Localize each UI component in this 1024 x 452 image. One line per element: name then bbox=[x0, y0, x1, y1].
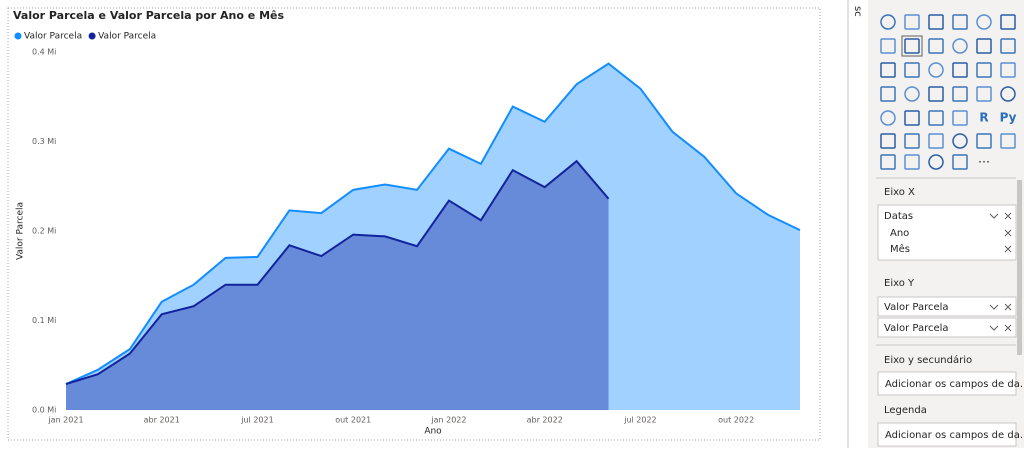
visual-icon[interactable] bbox=[904, 38, 920, 54]
visual-icon[interactable] bbox=[928, 62, 944, 78]
x-tick-label: out 2021 bbox=[335, 416, 371, 425]
visual-icon[interactable] bbox=[976, 86, 992, 102]
field[interactable]: Valor Parcela bbox=[884, 302, 949, 313]
visual-icon[interactable] bbox=[904, 154, 920, 170]
visual-icon[interactable] bbox=[976, 38, 992, 54]
legend-marker bbox=[14, 32, 22, 40]
x-tick-label: abr 2022 bbox=[527, 416, 563, 425]
remove-field[interactable] bbox=[1004, 245, 1012, 253]
visual-icon[interactable] bbox=[952, 38, 968, 54]
visual-icon[interactable] bbox=[904, 14, 920, 30]
visual-icon[interactable] bbox=[1000, 38, 1016, 54]
placeholder[interactable]: Adicionar os campos de da... bbox=[885, 379, 1024, 390]
pane-header: sc bbox=[852, 6, 863, 17]
visual-icon[interactable] bbox=[928, 38, 944, 54]
x-tick-label: out 2022 bbox=[718, 416, 754, 425]
chart-title: Valor Parcela e Valor Parcela por Ano e … bbox=[13, 9, 284, 22]
visual-icon[interactable] bbox=[880, 133, 896, 149]
visual-icon[interactable] bbox=[928, 133, 944, 149]
visual-icon[interactable] bbox=[904, 86, 920, 102]
line bbox=[65, 62, 801, 385]
plot: 0.0 Mi 0.1 Mi 0.2 Mi 0.3 Mi 0.4 Mi jan 2021 ab… bbox=[14, 32, 801, 425]
visual-icon[interactable] bbox=[904, 133, 920, 149]
visual-icon[interactable] bbox=[976, 14, 992, 30]
visual-icon[interactable] bbox=[952, 133, 968, 149]
visual-frame bbox=[7, 7, 821, 441]
field-well[interactable] bbox=[877, 296, 1017, 317]
remove-field[interactable] bbox=[1004, 324, 1012, 332]
legend-marker bbox=[88, 32, 96, 40]
chevron[interactable] bbox=[989, 213, 999, 219]
visual-icon[interactable] bbox=[928, 14, 944, 30]
chevron[interactable] bbox=[989, 304, 999, 310]
field-child[interactable]: Ano bbox=[890, 228, 909, 239]
y-tick-label: 0.2 Mi bbox=[32, 227, 56, 236]
visual-icon[interactable] bbox=[1000, 14, 1016, 30]
visual-icon[interactable] bbox=[952, 62, 968, 78]
well-label: Legenda bbox=[884, 405, 927, 416]
python-visual-icon[interactable]: Py bbox=[1000, 111, 1017, 125]
field-well[interactable] bbox=[877, 422, 1017, 447]
x-tick-label: jul 2021 bbox=[240, 416, 273, 425]
placeholder[interactable]: Adicionar os campos de da... bbox=[885, 430, 1024, 441]
well-label: Eixo Y bbox=[884, 278, 915, 289]
visual-icon[interactable] bbox=[904, 110, 920, 126]
field-well[interactable] bbox=[877, 371, 1017, 396]
visual-icon[interactable] bbox=[880, 62, 896, 78]
x-tick-label: jan 2021 bbox=[47, 416, 83, 425]
y-tick-label: 0.4 Mi bbox=[32, 48, 56, 57]
x-axis-title: Ano bbox=[424, 427, 442, 437]
area bbox=[66, 161, 609, 410]
visual-icon[interactable] bbox=[1000, 62, 1016, 78]
visual-icon[interactable] bbox=[880, 14, 896, 30]
visual-icon[interactable] bbox=[928, 154, 944, 170]
visual-icon[interactable] bbox=[976, 62, 992, 78]
visual-icon[interactable] bbox=[952, 154, 968, 170]
visual-icon[interactable] bbox=[1000, 133, 1016, 149]
visual-icon[interactable] bbox=[928, 110, 944, 126]
visual-icon[interactable] bbox=[880, 154, 896, 170]
visual-icon[interactable] bbox=[880, 110, 896, 126]
field-controls bbox=[989, 212, 1012, 332]
icon-grid bbox=[880, 14, 1016, 170]
scrollbar bbox=[1017, 180, 1022, 355]
well-label: Eixo X bbox=[884, 187, 915, 198]
visual-icon[interactable] bbox=[952, 110, 968, 126]
chevron[interactable] bbox=[989, 325, 999, 331]
field-well[interactable] bbox=[877, 317, 1017, 338]
well-label: Eixo y secundário bbox=[884, 354, 972, 366]
y-tick-label: 0.3 Mi bbox=[32, 137, 56, 146]
x-tick-label: jan 2022 bbox=[430, 416, 466, 425]
legend-label[interactable]: Valor Parcela bbox=[24, 32, 82, 42]
legend-label[interactable]: Valor Parcela bbox=[98, 32, 156, 42]
area bbox=[66, 63, 800, 410]
r-visual-icon[interactable]: R bbox=[979, 111, 988, 125]
more-visuals[interactable]: ⋯ bbox=[978, 155, 990, 169]
x-tick-label: jul 2022 bbox=[623, 416, 656, 425]
y-tick-label: 0.0 Mi bbox=[32, 406, 56, 415]
remove-field[interactable] bbox=[1004, 229, 1012, 237]
visual-icon[interactable] bbox=[952, 14, 968, 30]
remove-field[interactable] bbox=[1004, 303, 1012, 311]
visual-icon[interactable] bbox=[928, 86, 944, 102]
y-axis-title: Valor Parcela bbox=[16, 202, 26, 260]
field[interactable]: Datas bbox=[884, 211, 913, 222]
selected-visual[interactable] bbox=[901, 35, 923, 57]
visual-icon[interactable] bbox=[880, 86, 896, 102]
field[interactable]: Valor Parcela bbox=[884, 323, 949, 334]
field-well[interactable] bbox=[877, 204, 1017, 261]
visual-icon[interactable] bbox=[904, 62, 920, 78]
line bbox=[65, 159, 610, 386]
visual-icon[interactable] bbox=[1000, 86, 1016, 102]
visual-icon[interactable] bbox=[880, 38, 896, 54]
remove-field[interactable] bbox=[1004, 212, 1012, 220]
visual-icon[interactable] bbox=[952, 86, 968, 102]
visual-icon[interactable] bbox=[976, 133, 992, 149]
field-child[interactable]: Mês bbox=[890, 243, 910, 255]
y-tick-label: 0.1 Mi bbox=[32, 316, 56, 325]
x-tick-label: abr 2021 bbox=[144, 416, 180, 425]
